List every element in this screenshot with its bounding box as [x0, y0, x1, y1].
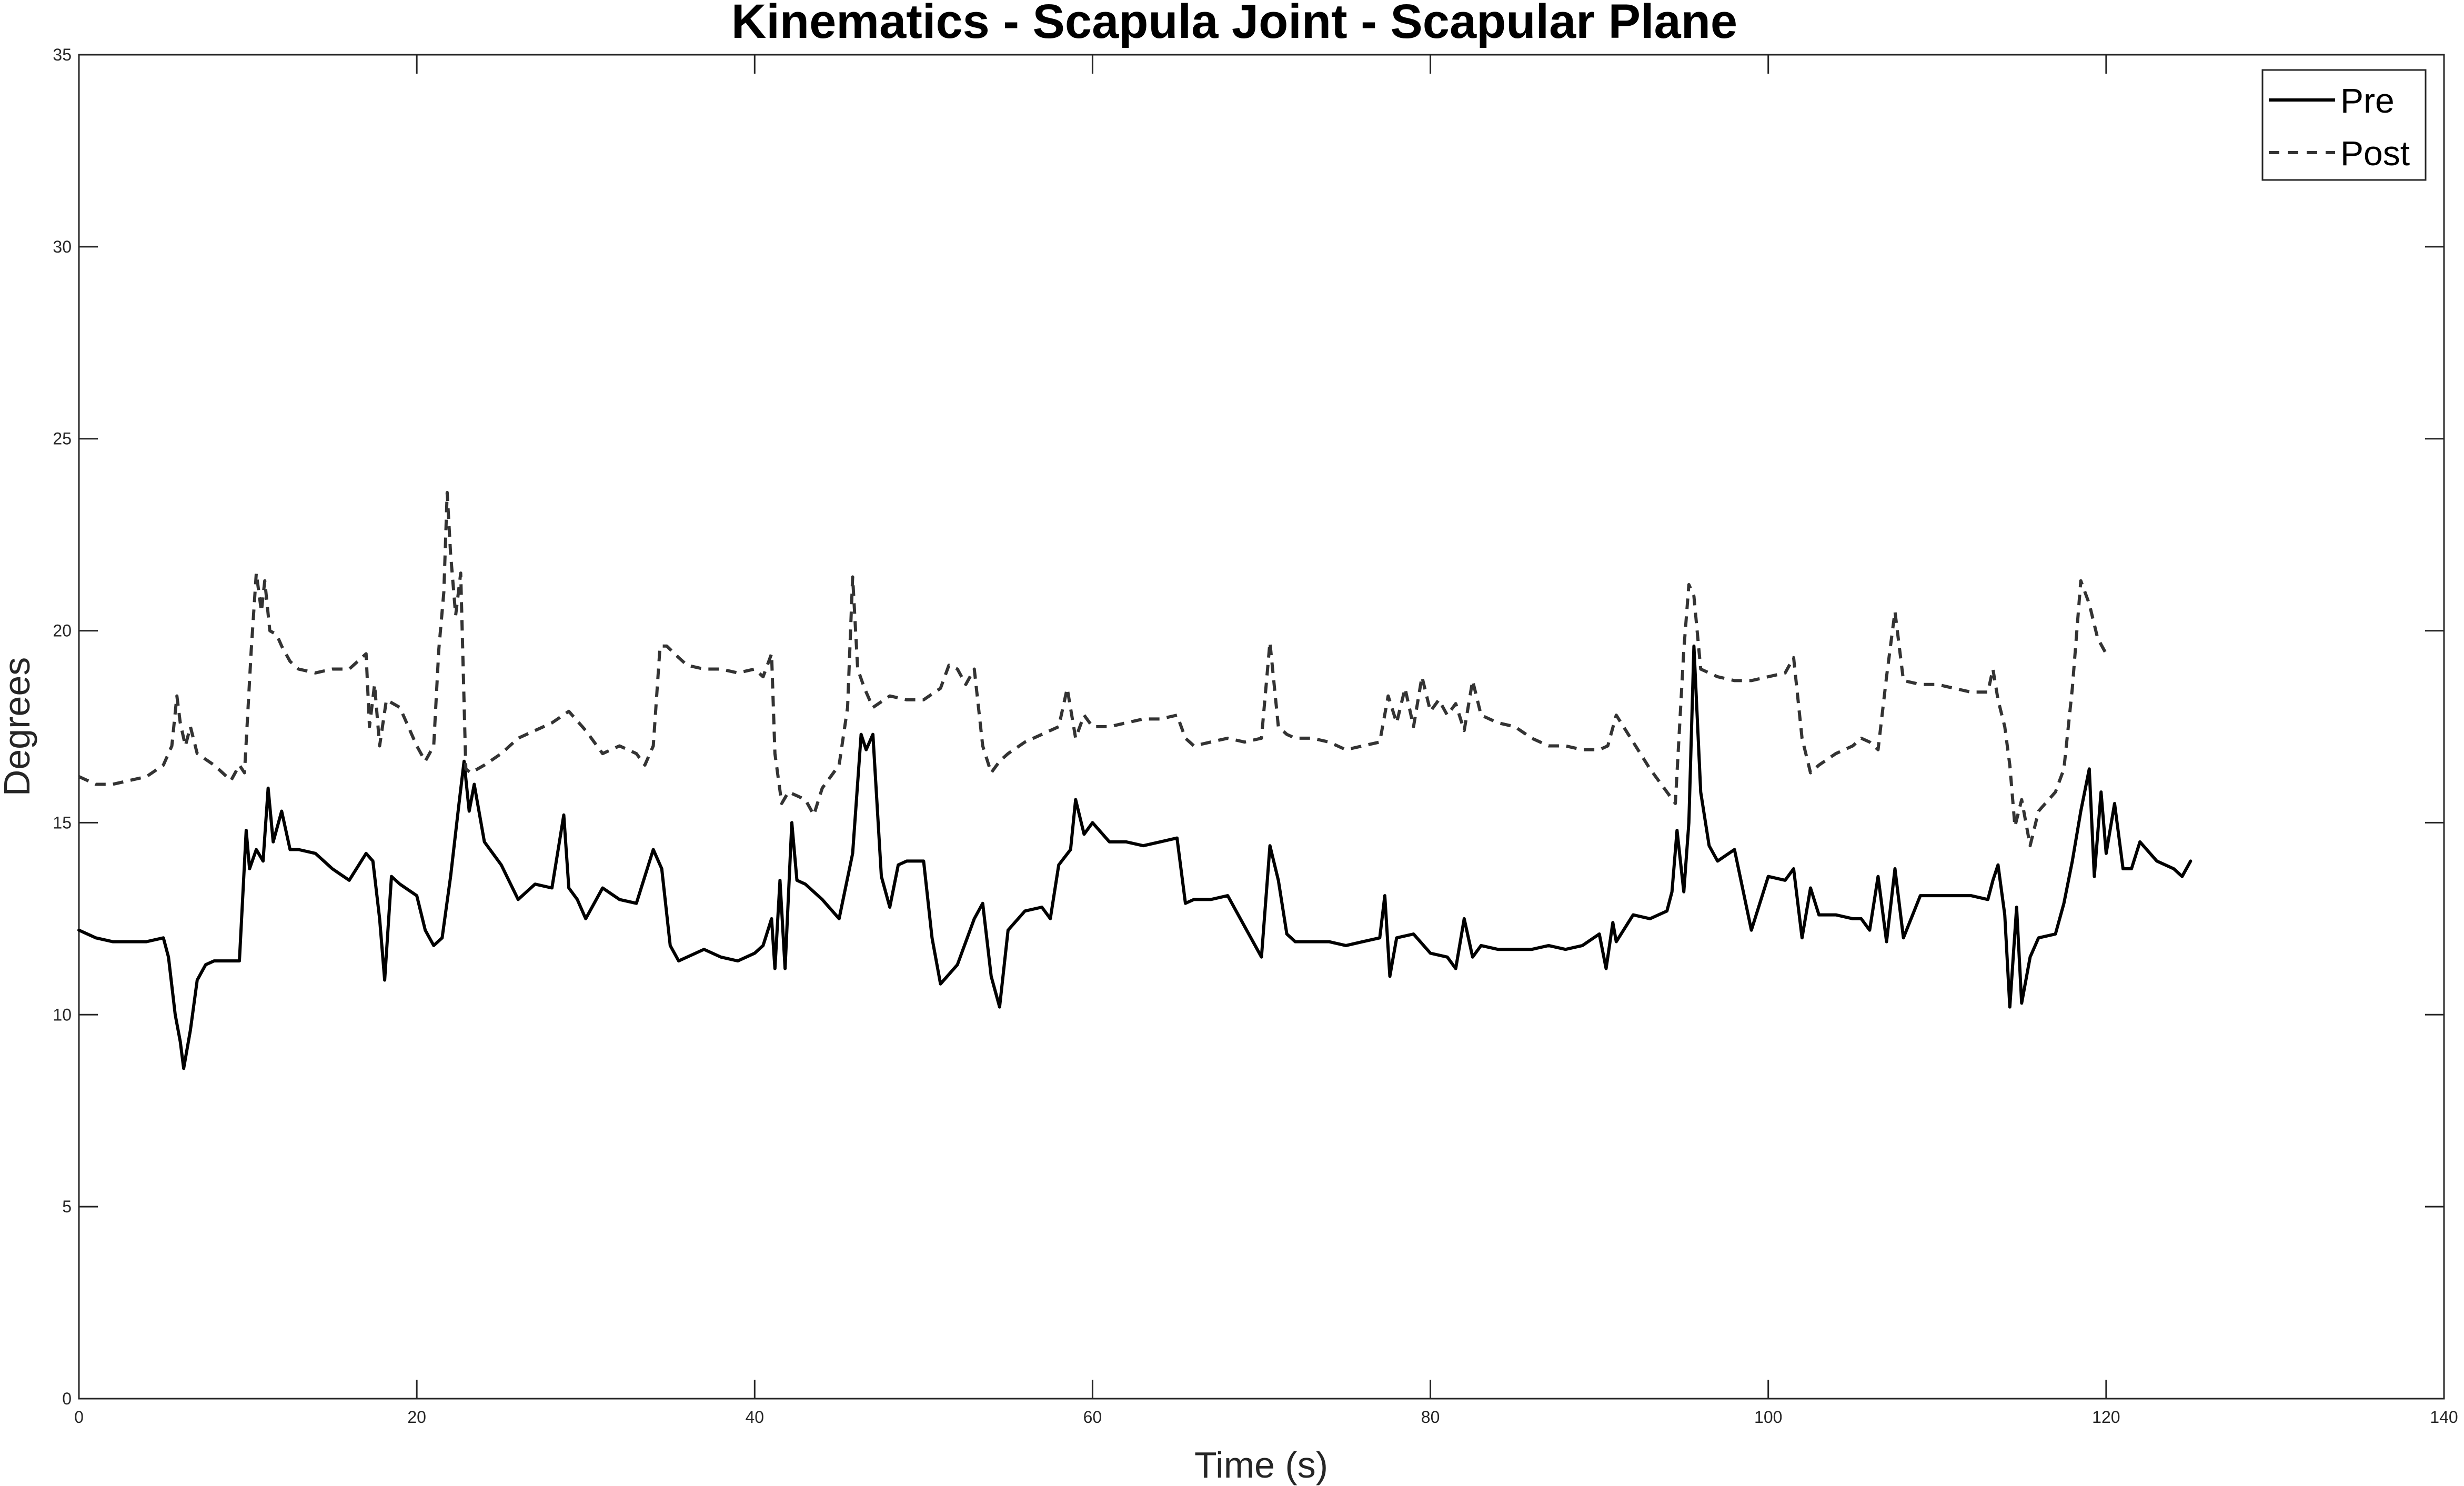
- legend-label-post: Post: [2340, 134, 2410, 173]
- x-tick-label: 60: [1083, 1408, 1102, 1427]
- legend-box: [2261, 69, 2427, 181]
- x-tick-label: 120: [2092, 1408, 2120, 1427]
- x-tick-label: 0: [74, 1408, 84, 1427]
- y-tick-label: 5: [62, 1197, 72, 1216]
- y-axis: 0 5 10 15 20 25 30 35: [53, 45, 2444, 1408]
- x-axis: 0 20 40 60 80 100 120 140: [74, 55, 2458, 1427]
- legend: Pre Post: [2261, 69, 2427, 181]
- x-tick-label: 20: [407, 1408, 426, 1427]
- x-tick-label: 140: [2430, 1408, 2458, 1427]
- x-axis-label: Time (s): [1194, 1444, 1328, 1485]
- series-line-pre: [77, 644, 2193, 1070]
- chart-title: Kinematics - Scapula Joint - Scapular Pl…: [731, 0, 1737, 48]
- x-tick-label: 100: [1754, 1408, 1782, 1427]
- legend-label-pre: Pre: [2340, 81, 2395, 120]
- y-tick-label: 10: [53, 1005, 72, 1024]
- y-tick-label: 15: [53, 813, 72, 832]
- series-line-post: [78, 490, 2108, 848]
- y-tick-label: 0: [62, 1389, 72, 1408]
- x-tick-label: 40: [745, 1408, 764, 1427]
- series-layer: [77, 490, 2193, 1070]
- y-tick-label: 20: [53, 621, 72, 640]
- y-tick-label: 35: [53, 45, 72, 64]
- y-tick-label: 30: [53, 237, 72, 256]
- y-axis-label: Degrees: [0, 657, 37, 797]
- y-tick-label: 25: [53, 429, 72, 448]
- x-tick-label: 80: [1421, 1408, 1440, 1427]
